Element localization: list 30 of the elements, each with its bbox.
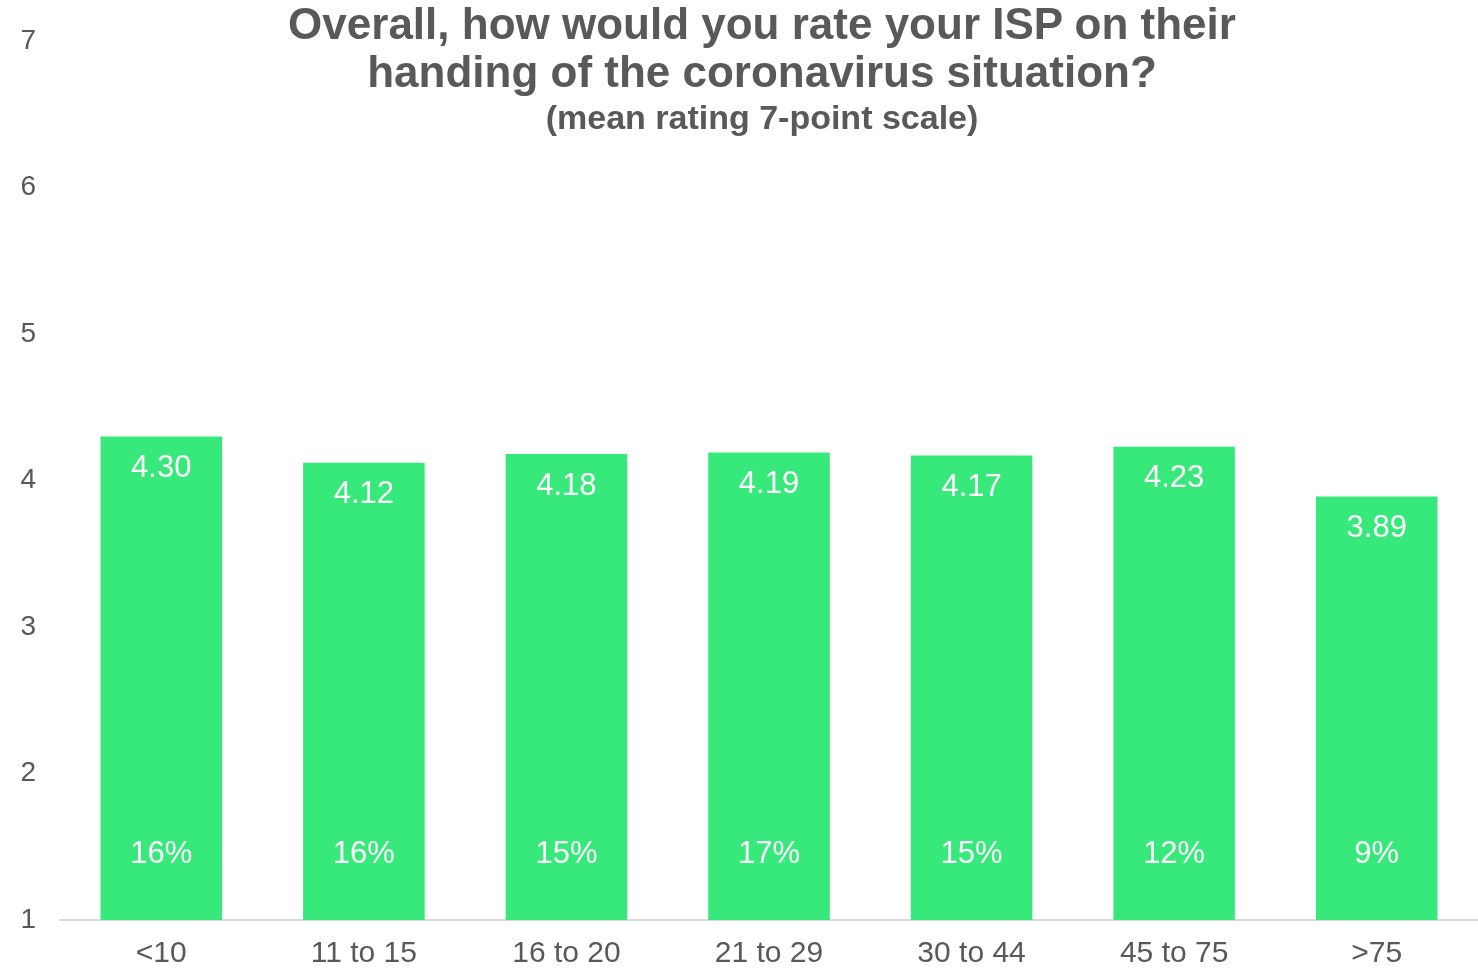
data-label: 4.12 (333, 475, 395, 511)
annotation: 17% (737, 834, 801, 870)
x-tick-label: 11 to 15 (310, 935, 417, 969)
y-tick-label: 2 (20, 756, 36, 788)
annotation: 16% (332, 834, 395, 870)
x-tick-label: 45 to 75 (1119, 935, 1229, 969)
y-tick-label: 5 (20, 316, 36, 348)
y-tick-label: 1 (20, 902, 36, 934)
x-tick-label: 30 to 44 (917, 935, 1026, 969)
annotation: 9% (1354, 834, 1400, 870)
y-tick-label: 6 (20, 170, 36, 202)
data-label: 4.23 (1143, 459, 1205, 495)
x-tick-label: >75 (1351, 935, 1403, 969)
data-label: 3.89 (1346, 509, 1407, 545)
data-label: 4.19 (738, 465, 800, 501)
data-label: 4.18 (536, 466, 597, 502)
data-label: 4.30 (131, 448, 192, 484)
x-tick-label: 16 to 20 (512, 935, 621, 969)
annotation: 15% (940, 834, 1003, 870)
annotation: 15% (535, 834, 598, 870)
x-tick-label: <10 (135, 935, 187, 969)
y-tick-label: 3 (20, 609, 36, 641)
text: (mean rating 7-point scale) (544, 97, 980, 138)
annotation: 16% (130, 834, 193, 870)
y-tick-label: 4 (20, 463, 36, 495)
annotation: 12% (1143, 834, 1206, 870)
x-tick-label: 21 to 29 (714, 935, 824, 969)
data-label: 4.17 (941, 468, 1002, 504)
chart-title: Overall, how would you rate your ISP on their handing of the coronavirus situation? (287, 0, 1237, 96)
y-tick-label: 7 (20, 23, 36, 55)
